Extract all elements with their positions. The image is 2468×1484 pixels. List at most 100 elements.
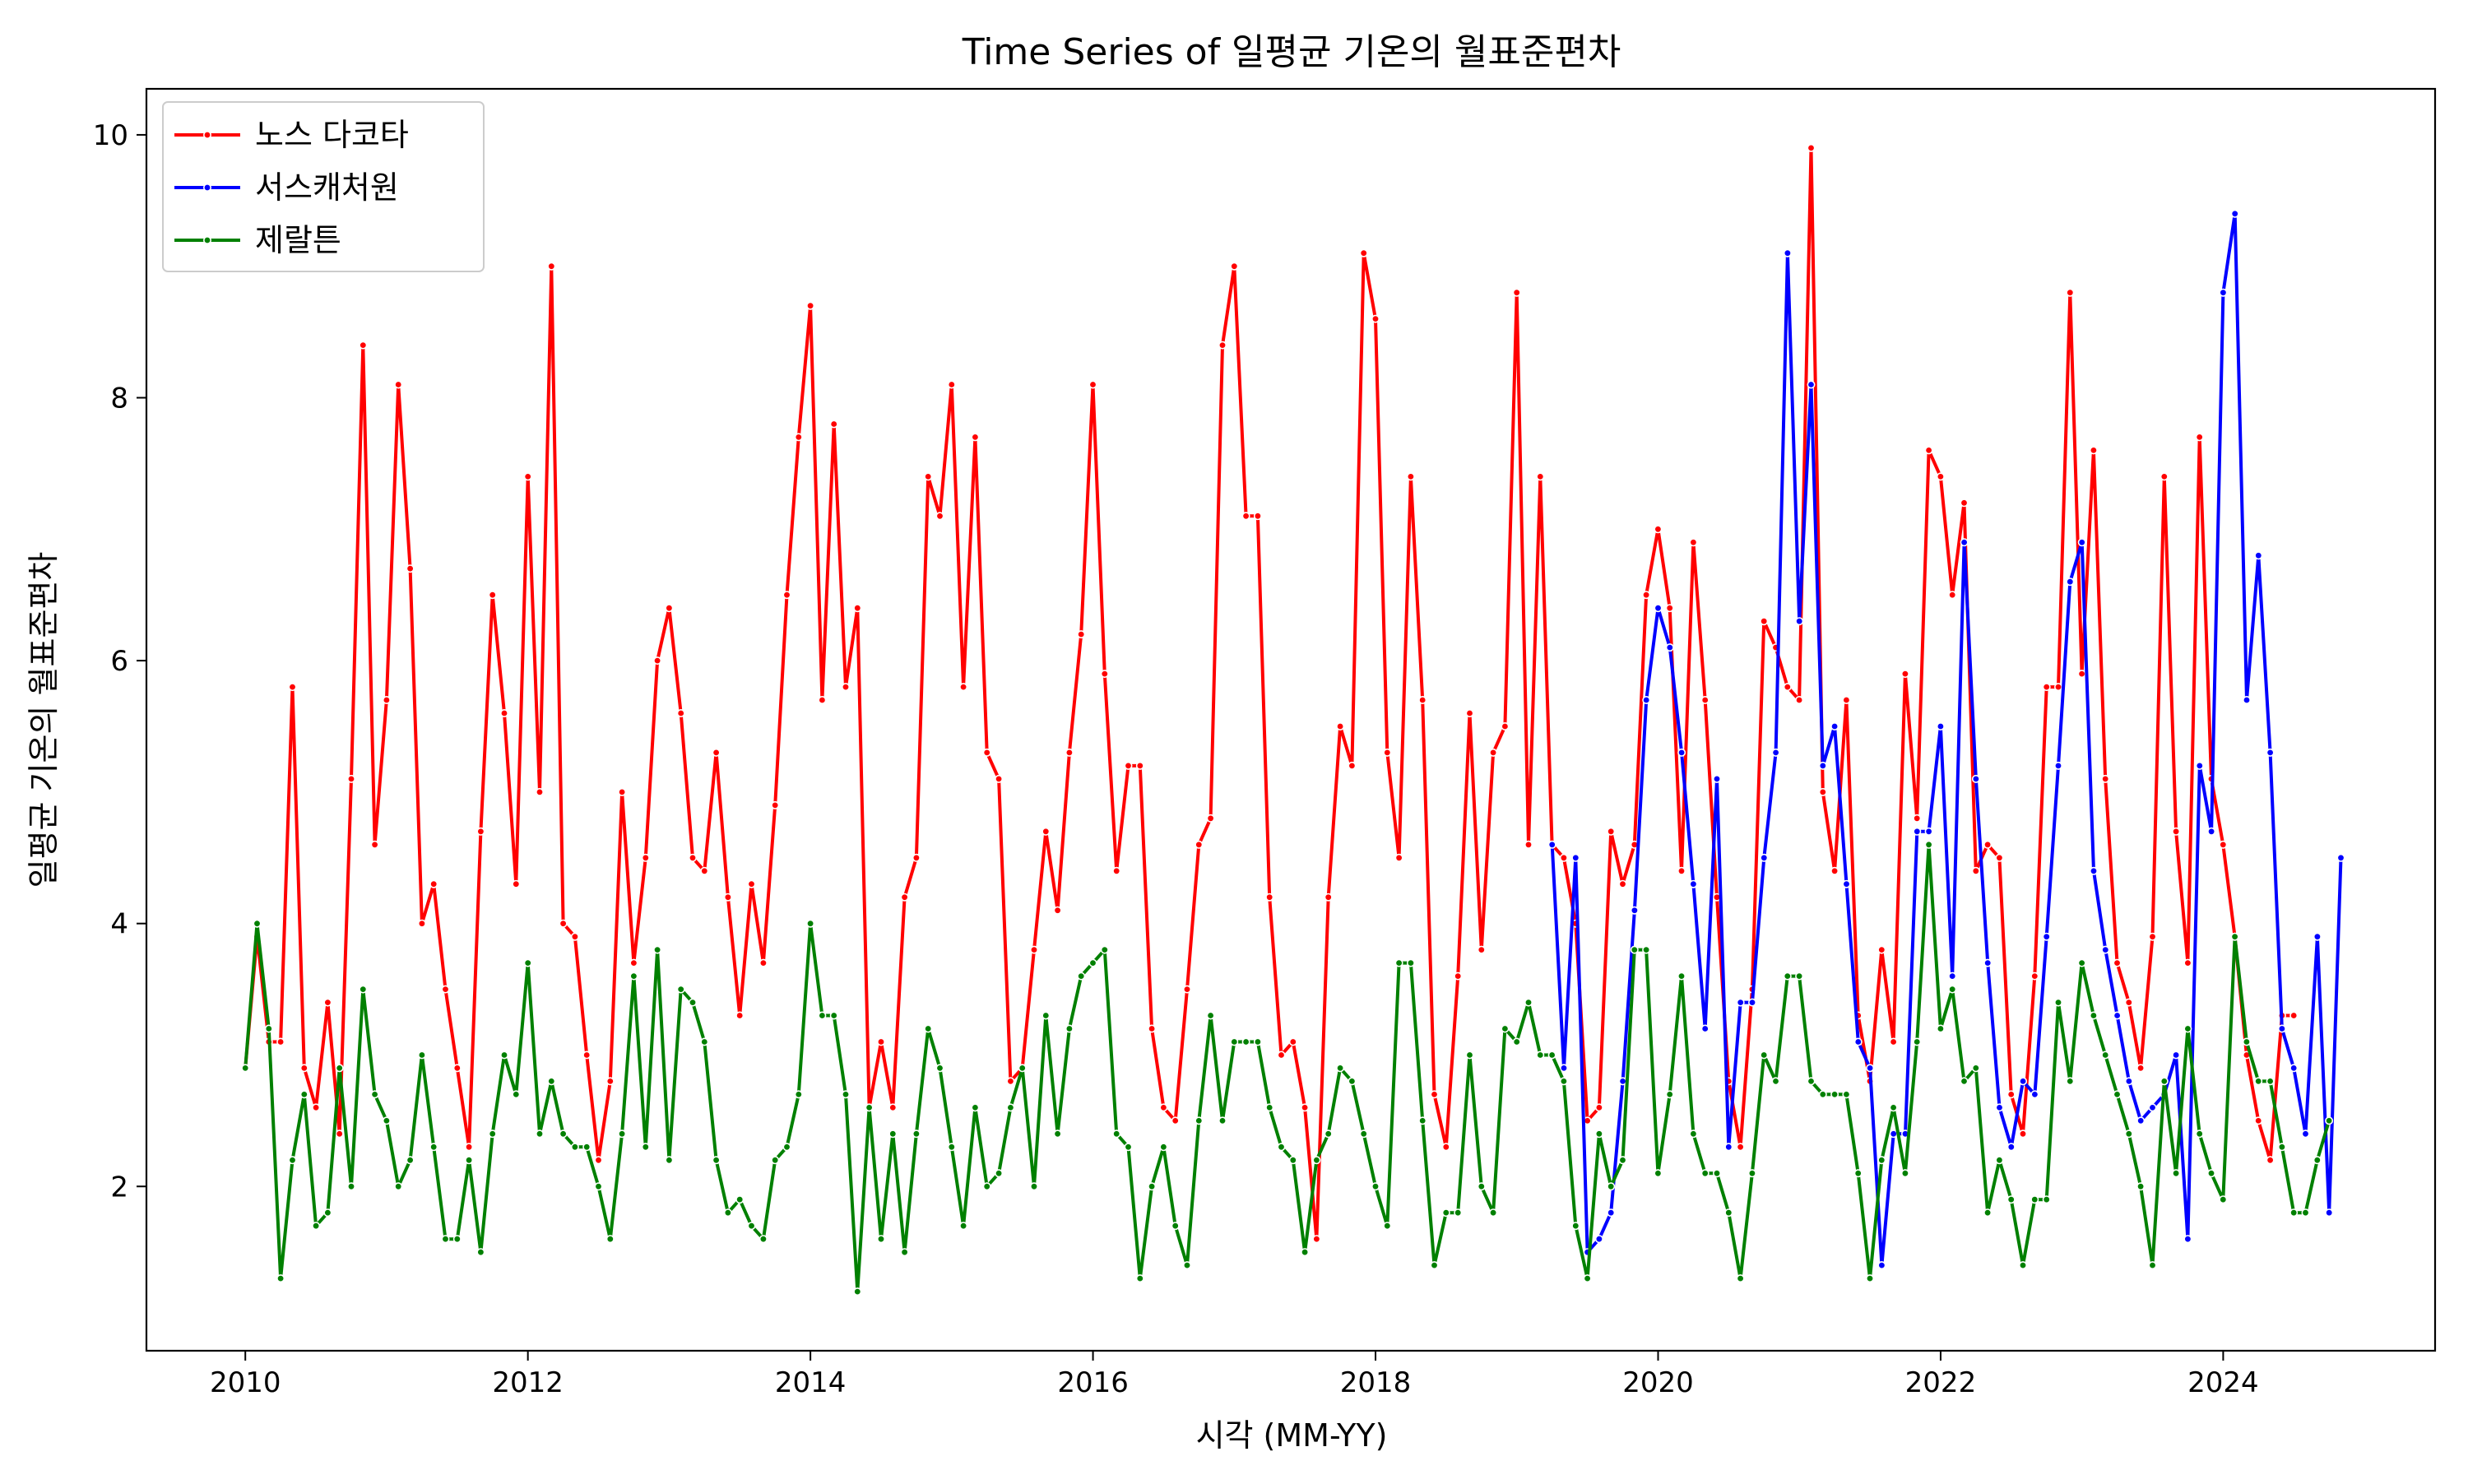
data-point — [2077, 958, 2086, 967]
data-point — [723, 893, 732, 902]
data-point — [429, 1143, 438, 1152]
y-tick-label: 2 — [110, 1171, 128, 1203]
data-point — [1583, 1274, 1592, 1283]
data-point — [1441, 1143, 1450, 1152]
data-point — [2148, 1261, 2157, 1270]
data-point — [312, 1222, 321, 1231]
data-point — [1489, 1208, 1498, 1217]
data-point — [947, 1143, 956, 1152]
data-point — [653, 656, 662, 665]
data-point — [1689, 1129, 1698, 1139]
data-point — [1948, 985, 1957, 994]
y-tick-label: 10 — [93, 119, 128, 152]
data-point — [641, 853, 650, 862]
data-point — [1088, 958, 1097, 967]
data-point — [2172, 1169, 2181, 1178]
data-point — [1441, 1208, 1450, 1217]
data-point — [982, 748, 991, 757]
data-point — [2277, 1024, 2286, 1033]
data-point — [1713, 774, 1722, 783]
data-point — [1936, 1024, 1945, 1033]
data-point — [1654, 604, 1663, 613]
data-point — [1960, 538, 1969, 547]
data-point — [2313, 932, 2322, 941]
data-point — [1771, 1077, 1780, 1086]
data-point — [1795, 972, 1804, 981]
x-tick-label: 2024 — [2187, 1366, 2259, 1399]
data-point — [2195, 1129, 2204, 1139]
y-tick-label: 6 — [110, 645, 128, 678]
data-point — [735, 1011, 745, 1020]
data-point — [1866, 1064, 1875, 1073]
data-point — [1747, 1169, 1756, 1178]
data-point — [1383, 748, 1392, 757]
data-point — [594, 1182, 603, 1191]
data-point — [1253, 1037, 1262, 1046]
y-tick-label: 4 — [110, 908, 128, 941]
data-point — [688, 853, 697, 862]
data-point — [559, 919, 568, 928]
data-point — [1900, 1169, 1909, 1178]
data-point — [1336, 1064, 1345, 1073]
data-point — [735, 1195, 745, 1204]
data-point — [335, 1129, 344, 1139]
data-point — [1771, 748, 1780, 757]
data-point — [1301, 1103, 1310, 1112]
data-point — [276, 1037, 285, 1046]
data-point — [1783, 248, 1792, 257]
data-point — [2019, 1077, 2028, 1086]
data-point — [2124, 998, 2133, 1007]
data-point — [465, 1143, 474, 1152]
data-point — [1630, 906, 1639, 915]
data-point — [1783, 972, 1792, 981]
data-point — [2195, 433, 2204, 442]
data-point — [1030, 1182, 1039, 1191]
data-point — [1006, 1077, 1015, 1086]
data-point — [2136, 1116, 2146, 1125]
data-point — [1477, 1182, 1486, 1191]
data-point — [1618, 879, 1627, 888]
data-point — [1348, 1077, 1357, 1086]
data-point — [2030, 1090, 2039, 1099]
data-point — [877, 1037, 886, 1046]
data-point — [1206, 1011, 1215, 1020]
data-point — [1971, 866, 1980, 875]
data-point — [1983, 958, 1992, 967]
data-point — [2254, 1116, 2263, 1125]
data-point — [1830, 866, 1839, 875]
data-point — [299, 1090, 308, 1099]
data-point — [959, 683, 968, 692]
data-point — [1371, 1182, 1380, 1191]
data-point — [924, 472, 933, 481]
data-point — [794, 433, 803, 442]
data-point — [523, 472, 532, 481]
data-point — [1359, 1129, 1368, 1139]
data-point — [2230, 209, 2239, 218]
data-point — [1795, 695, 1804, 704]
data-point — [1677, 866, 1686, 875]
data-point — [1324, 1129, 1333, 1139]
data-point — [806, 301, 815, 310]
legend-label: 서스캐처원 — [255, 169, 399, 206]
data-point — [1512, 288, 1521, 297]
series-2 — [241, 840, 2334, 1296]
data-point — [2066, 1077, 2075, 1086]
data-point — [1359, 248, 1368, 257]
data-point — [1171, 1116, 1180, 1125]
data-point — [1842, 695, 1851, 704]
data-point — [641, 1143, 650, 1152]
data-point — [417, 919, 426, 928]
data-point — [1100, 670, 1109, 679]
data-point — [2101, 1050, 2110, 1060]
data-point — [1607, 827, 1616, 836]
data-point — [346, 1182, 355, 1191]
data-point — [771, 1156, 780, 1165]
data-point — [1547, 840, 1556, 849]
data-point — [2042, 932, 2051, 941]
y-axis-label: 일평균 기온의 월표준편차 — [26, 552, 62, 888]
data-point — [512, 879, 521, 888]
data-point — [1760, 853, 1769, 862]
series-0 — [241, 143, 2299, 1244]
data-point — [1560, 1064, 1569, 1073]
x-tick-label: 2016 — [1057, 1366, 1129, 1399]
